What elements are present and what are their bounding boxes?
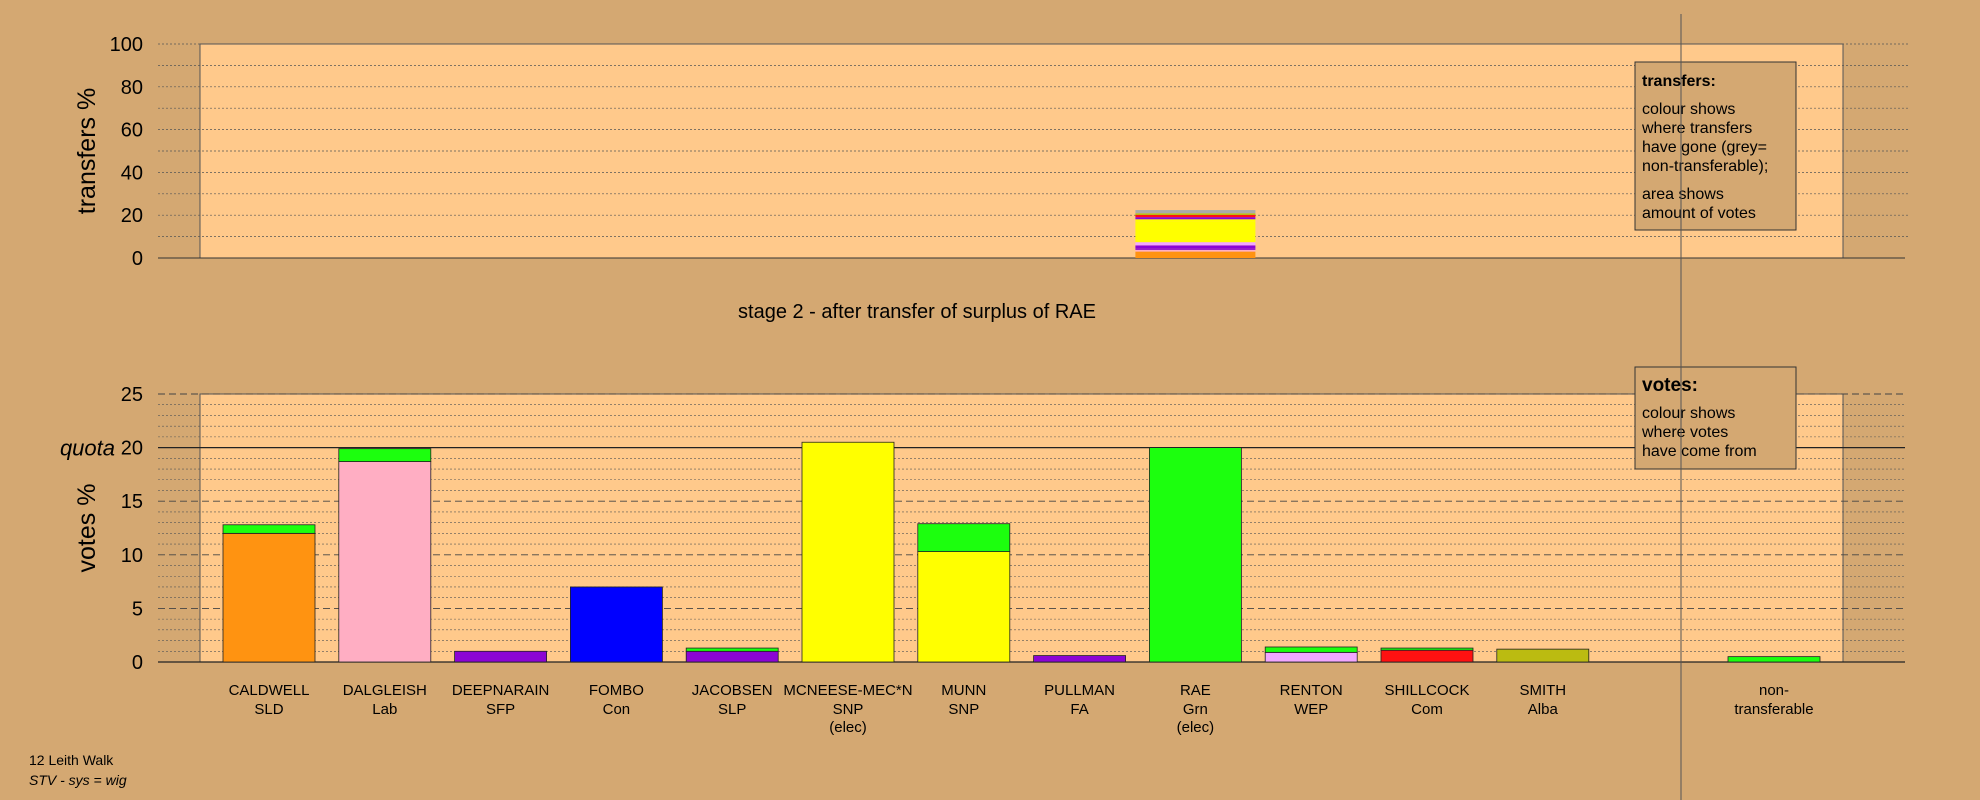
vote-bar-segment — [1264, 651, 1358, 663]
candidate-name-label: PULLMAN — [1044, 682, 1115, 699]
nontransferable-label: transferable — [1734, 701, 1813, 718]
transfer-segment — [1135, 213, 1256, 215]
vote-bar-segment — [1380, 649, 1474, 663]
votes-legend-line: where votes — [1641, 424, 1728, 441]
transfers-y-tick-label: 80 — [121, 77, 143, 99]
candidate-party-label: SLP — [718, 701, 746, 718]
votes-legend-line: colour shows — [1642, 405, 1735, 422]
vote-bar-segment — [454, 650, 548, 663]
transfer-segment — [1135, 219, 1256, 222]
candidate-note-label: (elec) — [1177, 719, 1215, 736]
candidate-party-label: SNP — [833, 701, 864, 718]
stage-title: stage 2 - after transfer of surplus of R… — [738, 301, 1096, 323]
vote-bar-segment — [1033, 655, 1126, 663]
vote-bar-segment — [570, 586, 663, 663]
quota-label: quota — [60, 436, 115, 461]
transfers-y-tick-label: 20 — [121, 205, 143, 227]
candidate-party-label: WEP — [1294, 701, 1328, 718]
transfer-segment — [1135, 249, 1256, 252]
transfers-legend-line: non-transferable); — [1642, 158, 1768, 175]
vote-bar-segment — [685, 650, 779, 663]
footer-ward-name: 12 Leith Walk — [29, 752, 114, 768]
transfer-segment — [1135, 214, 1256, 218]
transfer-segment — [1135, 221, 1256, 243]
vote-bar-segment — [222, 524, 316, 534]
candidate-name-label: FOMBO — [589, 682, 644, 699]
candidate-party-label: FA — [1070, 701, 1088, 718]
transfers-y-tick-label: 100 — [110, 34, 143, 56]
candidate-party-label: Con — [603, 701, 631, 718]
vote-bar-segment — [1149, 447, 1242, 663]
votes-y-tick-label: 20 — [121, 438, 143, 460]
transfers-legend-line: where transfers — [1641, 120, 1752, 137]
candidate-name-label: DEEPNARAIN — [452, 682, 550, 699]
transfers-plot-area — [199, 43, 1844, 259]
candidate-name-label: MCNEESE-MEC*N — [783, 682, 912, 699]
votes-y-tick-label: 15 — [121, 491, 143, 513]
nontransferable-label: non- — [1759, 682, 1789, 699]
votes-plot-area — [199, 393, 1844, 663]
vote-bar-segment — [917, 523, 1011, 552]
transfers-legend-line: colour shows — [1642, 101, 1735, 118]
vote-bar-segment — [801, 441, 895, 663]
nontransferable-bar-segment — [1727, 656, 1821, 663]
candidate-party-label: SFP — [486, 701, 515, 718]
candidate-name-label: MUNN — [941, 682, 986, 699]
candidate-name-label: RAE — [1180, 682, 1211, 699]
candidate-party-label: Com — [1411, 701, 1443, 718]
transfer-segment — [1135, 210, 1256, 214]
candidate-party-label: SLD — [254, 701, 283, 718]
vote-bar-segment — [1496, 648, 1590, 663]
transfers-legend-title: transfers: — [1642, 73, 1716, 90]
transfers-legend-line: have gone (grey= — [1642, 139, 1767, 156]
transfers-legend-line: area shows — [1642, 186, 1724, 203]
votes-y-axis-label: votes % — [73, 484, 101, 573]
candidate-party-label: Alba — [1528, 701, 1559, 718]
votes-y-tick-label: 10 — [121, 545, 143, 567]
transfer-segment — [1135, 245, 1256, 249]
votes-y-tick-label: 25 — [121, 384, 143, 406]
candidate-name-label: CALDWELL — [229, 682, 310, 699]
transfers-y-tick-label: 40 — [121, 162, 143, 184]
transfer-segment — [1135, 242, 1256, 246]
transfers-y-axis-label: transfers % — [73, 88, 101, 214]
votes-legend-line: have come from — [1642, 443, 1757, 460]
transfers-y-tick-label: 60 — [121, 120, 143, 142]
transfer-segment — [1135, 251, 1256, 258]
transfers-legend-line: amount of votes — [1642, 205, 1756, 222]
vote-bar-segment — [685, 647, 779, 652]
candidate-party-label: Lab — [372, 701, 397, 718]
transfers-legend-box — [1634, 61, 1797, 231]
votes-y-tick-label: 5 — [132, 598, 143, 620]
vote-bar-segment — [917, 551, 1011, 663]
candidate-party-label: Grn — [1183, 701, 1208, 718]
candidate-name-label: JACOBSEN — [692, 682, 773, 699]
vote-bar-segment — [338, 448, 432, 462]
vote-bar-segment — [1380, 647, 1474, 651]
candidate-name-label: SMITH — [1519, 682, 1566, 699]
vote-bar-segment — [222, 532, 316, 663]
candidate-name-label: SHILLCOCK — [1384, 682, 1469, 699]
votes-legend-box — [1634, 366, 1797, 470]
candidate-party-label: SNP — [948, 701, 979, 718]
candidate-name-label: RENTON — [1280, 682, 1343, 699]
transfer-segment — [1135, 217, 1256, 220]
candidate-note-label: (elec) — [829, 719, 867, 736]
candidate-name-label: DALGLEISH — [343, 682, 427, 699]
vote-bar-segment — [338, 461, 432, 663]
votes-y-tick-label: 0 — [132, 652, 143, 674]
transfers-y-tick-label: 0 — [132, 248, 143, 270]
transfer-segment — [1135, 248, 1256, 250]
votes-legend-title: votes: — [1642, 375, 1698, 396]
vote-bar-segment — [1264, 646, 1358, 653]
footer-system: STV - sys = wig — [29, 772, 127, 788]
